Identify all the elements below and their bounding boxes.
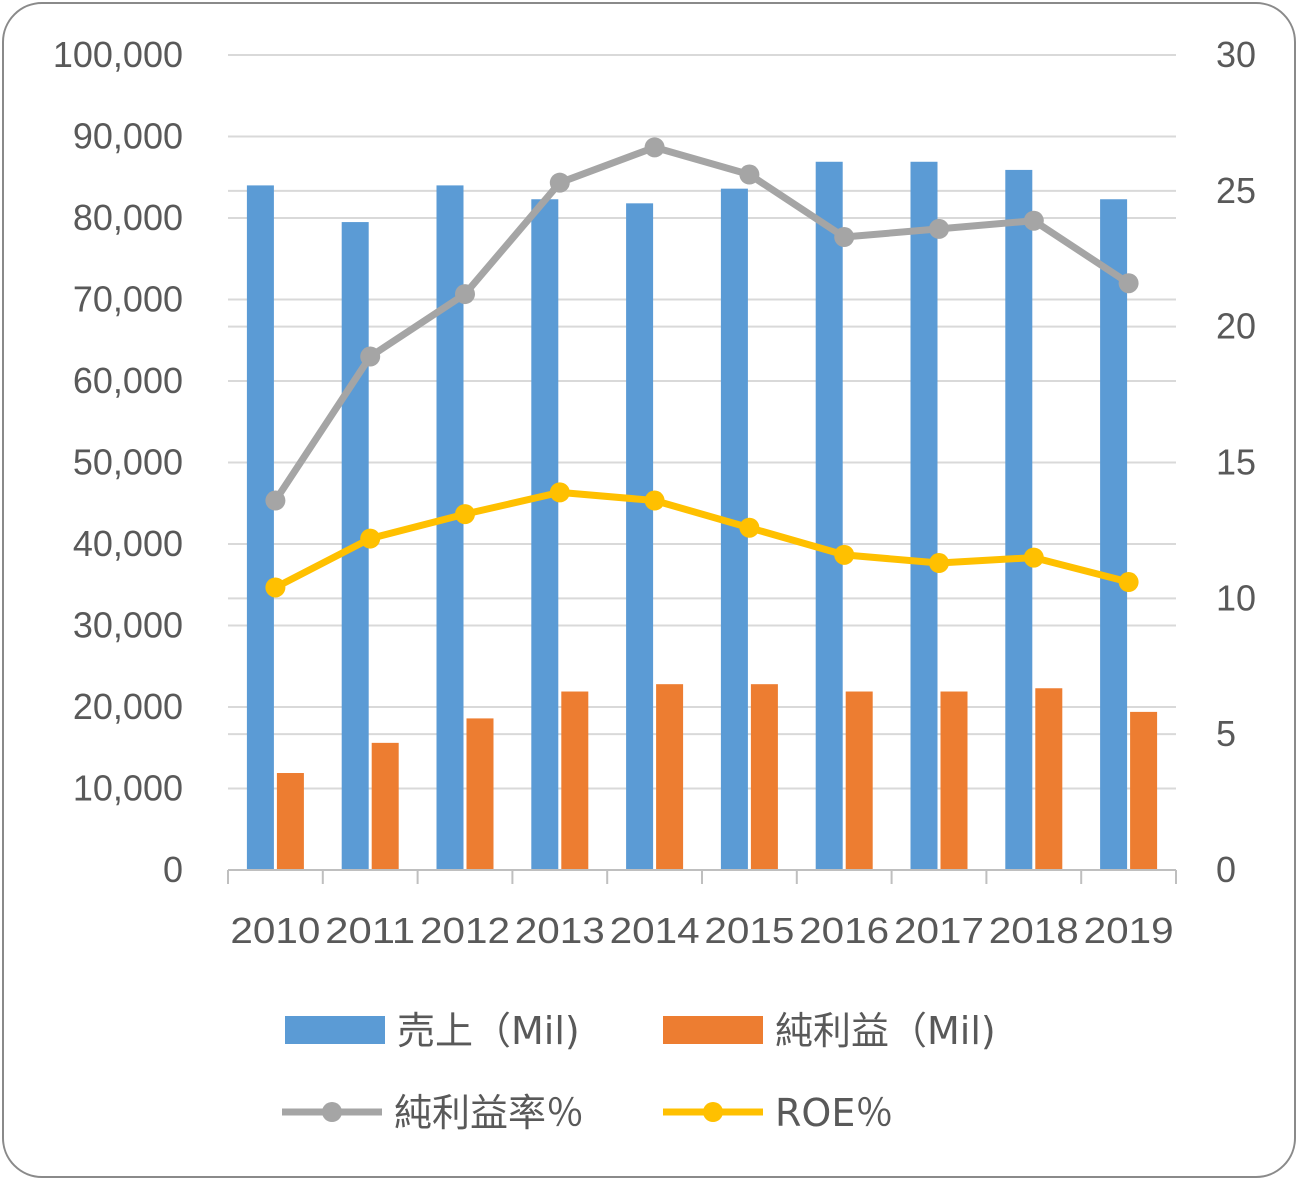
- bar-sales-2010: [246, 185, 274, 870]
- point-roe-2011: [360, 528, 381, 549]
- bar-sales-2019: [1100, 199, 1128, 870]
- legend-label-2: 純利益率％: [394, 1091, 584, 1135]
- legend-label-1: 純利益（Mil): [775, 1009, 996, 1053]
- point-roe-2014: [644, 490, 665, 511]
- point-net-margin-2012: [455, 284, 475, 305]
- x-tick-label: 2018: [989, 910, 1079, 951]
- y-left-tick-label: 80,000: [73, 197, 183, 238]
- y-left-tick-label: 10,000: [73, 768, 183, 809]
- x-tick-label: 2016: [799, 910, 889, 951]
- y-right-tick-label: 5: [1216, 713, 1236, 754]
- bar-sales-2018: [1005, 169, 1033, 871]
- bar-net-income-2019: [1130, 711, 1158, 870]
- bar-net-income-2012: [466, 718, 494, 870]
- bar-sales-2014: [626, 203, 654, 870]
- point-roe-2013: [549, 482, 570, 503]
- point-net-margin-2016: [834, 227, 855, 248]
- y-left-tick-label: 60,000: [73, 360, 183, 401]
- point-roe-2016: [834, 544, 855, 565]
- y-right-tick-label: 10: [1216, 577, 1256, 618]
- y-right-tick-label: 30: [1216, 34, 1256, 75]
- bar-net-income-2017: [940, 691, 968, 870]
- point-net-margin-2019: [1118, 273, 1139, 294]
- x-tick-label: 2015: [704, 910, 794, 951]
- point-net-margin-2017: [929, 218, 949, 239]
- bar-net-income-2018: [1035, 688, 1063, 870]
- bar-net-income-2014: [656, 684, 684, 870]
- bar-net-income-2013: [561, 691, 589, 870]
- y-right-tick-label: 25: [1216, 170, 1256, 211]
- y-right-tick-label: 0: [1216, 849, 1236, 890]
- point-roe-2018: [1023, 547, 1044, 568]
- bar-sales-2016: [815, 161, 843, 870]
- x-tick-label: 2012: [420, 910, 510, 951]
- y-right-tick-label: 20: [1216, 306, 1256, 347]
- point-roe-2019: [1118, 572, 1139, 593]
- bar-net-income-2011: [371, 742, 399, 870]
- bar-net-income-2015: [750, 684, 778, 870]
- point-net-margin-2014: [644, 137, 665, 158]
- y-left-tick-label: 90,000: [73, 116, 183, 157]
- y-right-tick-label: 15: [1216, 442, 1256, 483]
- x-tick-label: 2017: [894, 910, 984, 951]
- bar-net-income-2016: [845, 691, 873, 870]
- bar-sales-2017: [910, 161, 938, 870]
- legend-swatch-1: [663, 1016, 763, 1044]
- x-tick-label: 2010: [230, 910, 320, 951]
- line-net-margin: [272, 143, 1131, 503]
- x-tick-label: 2019: [1084, 910, 1174, 951]
- legend-label-3: ROE％: [775, 1091, 893, 1135]
- point-roe-2015: [739, 517, 760, 538]
- point-roe-2010: [265, 577, 286, 598]
- legend-swatch-0: [285, 1016, 385, 1044]
- point-net-margin-2011: [360, 346, 381, 367]
- legend-marker-3: [703, 1102, 723, 1122]
- bar-net-income-2010: [276, 773, 304, 870]
- line-roe: [273, 488, 1130, 591]
- legend-label-0: 売上（Mil): [397, 1009, 580, 1053]
- x-tick-label: 2014: [610, 910, 700, 951]
- y-left-tick-label: 50,000: [73, 442, 183, 483]
- x-tick-label: 2011: [325, 910, 415, 951]
- bar-sales-2013: [531, 199, 559, 870]
- y-left-tick-label: 30,000: [73, 605, 183, 646]
- y-left-tick-label: 70,000: [73, 279, 183, 320]
- y-left-tick-label: 40,000: [73, 523, 183, 564]
- y-left-tick-label: 100,000: [53, 34, 183, 75]
- y-left-tick-label: 20,000: [73, 686, 183, 727]
- legend-marker-2: [322, 1102, 342, 1122]
- y-left-tick-label: 0: [163, 849, 183, 890]
- point-roe-2017: [929, 553, 949, 574]
- point-net-margin-2015: [739, 164, 760, 185]
- point-net-margin-2010: [265, 490, 286, 511]
- point-net-margin-2013: [549, 172, 570, 193]
- point-net-margin-2018: [1023, 210, 1044, 231]
- x-tick-label: 2013: [515, 910, 605, 951]
- point-roe-2012: [455, 504, 475, 525]
